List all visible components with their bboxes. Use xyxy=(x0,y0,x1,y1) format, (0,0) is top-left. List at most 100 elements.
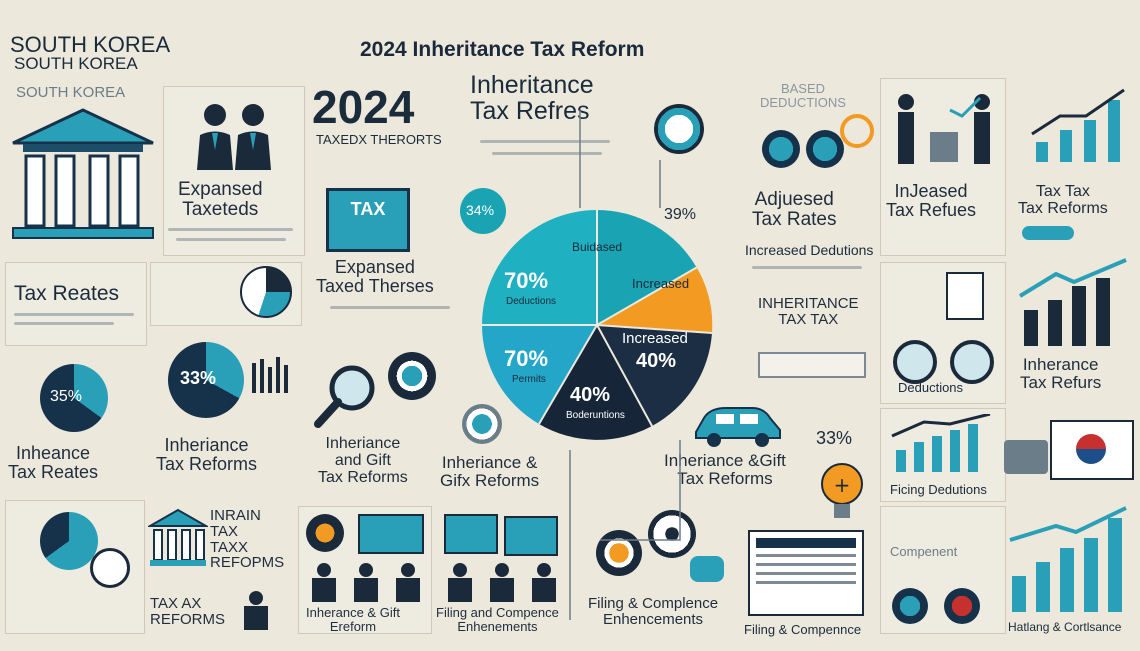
bottom-right-coin-2 xyxy=(944,588,980,624)
pie-label-buidased: Buidased xyxy=(572,240,623,254)
gauge-icon-1 xyxy=(893,340,937,384)
pie-value-boderuntions: 40% xyxy=(570,384,611,406)
expansed-label-1: Expansed Taxeteds xyxy=(178,179,263,220)
pill-badge xyxy=(1022,226,1074,240)
pie-slice-permits xyxy=(482,325,597,424)
country-label-3: SOUTH KOREA xyxy=(16,84,126,101)
magnifier-top-icon xyxy=(654,104,704,154)
year-subtitle: TAXEDX THERORTS xyxy=(316,132,442,147)
people-group-icon-2 xyxy=(442,562,562,602)
coin-bottom-icon xyxy=(596,530,642,576)
bar-chart-top-right-icon xyxy=(1030,86,1130,166)
bar-chart-bottom-right-icon xyxy=(1006,504,1134,614)
korea-flag-icon xyxy=(1050,420,1134,480)
percent-icon-bottom xyxy=(90,548,130,588)
tax-document-icon: TAX xyxy=(326,188,410,252)
inherance-refurs-label: Inherance Tax Refurs xyxy=(1020,355,1102,392)
inheriance-gifx-label: Inheriance & Gifx Reforms xyxy=(440,453,540,490)
inheritance-tax-head: Inheritance Tax Refres xyxy=(470,71,594,126)
based-deductions-label: BASED DEDUCTIONS xyxy=(760,81,846,110)
businessmen-icon xyxy=(185,100,285,170)
bar-chart-right-icon xyxy=(1016,256,1134,348)
pie-label-increased: Increased xyxy=(632,276,690,291)
inrain-label: INRAIN TAX TAXX REFOPMS xyxy=(210,507,285,572)
pie-label-permits-value: 70% xyxy=(504,346,549,371)
stat-33-value: 33% xyxy=(180,368,217,388)
filing-compennce-label: Filing & Compennce xyxy=(744,622,862,637)
coin-icon xyxy=(462,404,502,444)
businessman-small-icon xyxy=(238,590,274,630)
lightbulb-icon: + xyxy=(820,462,864,526)
coin-icon-2 xyxy=(806,130,844,168)
inheritance-tax-label: INHERITANCE TAX TAX xyxy=(758,295,859,328)
documents-panel xyxy=(880,262,1006,404)
newspaper-icon xyxy=(748,530,864,616)
hand-icon xyxy=(690,556,724,582)
stat-circle-34 xyxy=(460,188,506,234)
inherance-gift-bottom: Inherance & Gift Ereform xyxy=(306,605,400,634)
country-label-1: SOUTH KOREA xyxy=(10,32,171,57)
donut-33 xyxy=(168,342,244,418)
tax-tax-label: Tax Tax Tax Reforms xyxy=(1018,183,1108,217)
tax-form-box xyxy=(758,352,866,378)
stat-33b-value: 33% xyxy=(816,428,853,448)
bottom-right-panel xyxy=(880,506,1006,634)
pie-label-deductions: Deductions xyxy=(506,296,557,307)
injeased-label: InJeased Tax Refues xyxy=(886,181,977,220)
inheriance-reforms-1: Inheriance Tax Reforms xyxy=(156,435,258,474)
bar-chart-ficing-icon xyxy=(890,414,994,474)
deductions-label: Deductions xyxy=(898,380,964,395)
stat-39-value: 39% xyxy=(664,206,697,223)
ficing-label: Ficing Dedutions xyxy=(890,482,987,497)
pie-slice-increased-orange-2 xyxy=(597,267,713,333)
taxax-label: TAX AX REFORMS xyxy=(150,595,225,628)
car-icon xyxy=(690,402,786,448)
pie-label-deductions-value: 70% xyxy=(504,268,549,293)
businessman-right-icon xyxy=(890,92,1000,168)
compass-icon xyxy=(648,510,696,558)
compenent-label: Compenent xyxy=(890,544,958,559)
document-icon xyxy=(946,272,984,320)
pie-slice-increased-40 xyxy=(597,325,712,426)
svg-text:+: + xyxy=(834,473,851,497)
pie-label-increased-40: Increased xyxy=(622,330,688,347)
bar-lines-icon xyxy=(250,355,292,395)
main-pie-chart xyxy=(480,208,714,442)
screen-icon-3 xyxy=(504,516,558,556)
bank-small-icon xyxy=(148,508,208,568)
tax-rates-label: Tax Reates xyxy=(14,282,120,305)
donut-bottom-left xyxy=(40,512,98,570)
magnifier-icon xyxy=(312,360,382,430)
stat-35-value: 35% xyxy=(50,388,83,405)
mini-pie-icon xyxy=(240,266,292,318)
inheance-label: Inheance Tax Reates xyxy=(8,443,99,482)
inheriance-gift-label: Inheriance and Gift Tax Reforms xyxy=(318,435,408,486)
connector-lines xyxy=(560,110,760,620)
magnifier-gold-icon xyxy=(840,114,874,148)
gauge-icon-2 xyxy=(950,340,994,384)
gear-icon xyxy=(306,514,344,552)
pie-label-boderuntions: Boderuntions xyxy=(566,410,625,421)
pie-value-increased-40: 40% xyxy=(636,350,677,372)
year-heading: 2024 xyxy=(312,81,415,133)
increased-dedutions-label: Increased Dedutions xyxy=(745,242,874,258)
bank-building-icon xyxy=(8,108,158,248)
pie-slice-buidased xyxy=(597,210,697,325)
tax-rates-panel xyxy=(5,262,147,346)
target-icon xyxy=(388,352,436,400)
country-label-2: SOUTH KOREA xyxy=(14,54,138,73)
people-group-icon-1 xyxy=(306,562,426,602)
inheriance-gift-label-2: Inheriance &Gift Tax Reforms xyxy=(664,451,786,488)
truck-icon xyxy=(1004,440,1048,474)
page-title: 2024 Inheritance Tax Reform xyxy=(360,38,645,61)
pie-label-permits: Permits xyxy=(512,374,546,385)
hatlang-label: Hatlang & Cortlsance xyxy=(1008,620,1122,634)
pie-slice-boderuntions xyxy=(539,325,652,440)
bottom-right-coin-1 xyxy=(892,588,928,624)
donut-35 xyxy=(40,364,108,432)
people-panel xyxy=(163,86,305,256)
pie-slice-deductions xyxy=(482,210,597,325)
expansed-label-2: Expansed Taxed Therses xyxy=(316,257,434,296)
stat-34-value: 34% xyxy=(466,202,495,218)
filing-compence-bottom: Filing and Compence Enhenements xyxy=(436,605,559,634)
